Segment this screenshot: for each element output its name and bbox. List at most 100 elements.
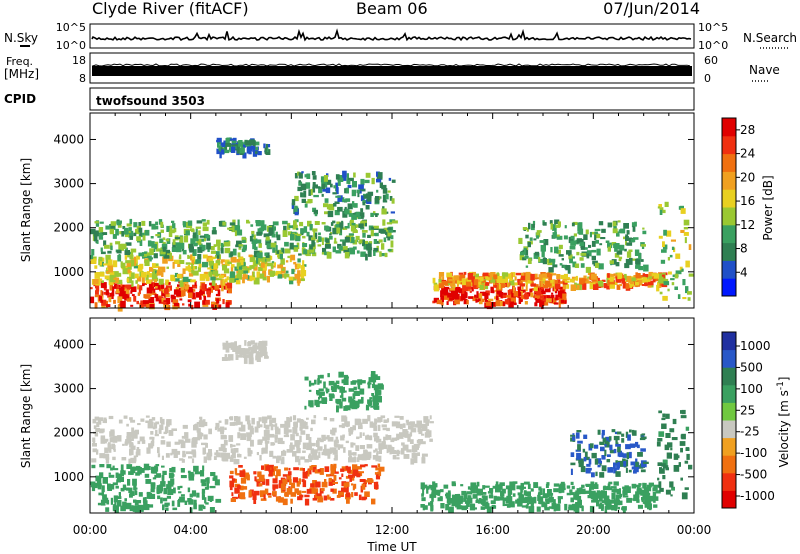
data-cell [373,372,376,375]
data-cell [485,282,490,286]
data-cell [154,434,159,437]
data-cell [365,243,372,249]
data-cell [595,234,601,239]
data-cell [493,284,497,288]
x-tick-label: 16:00 [475,523,510,537]
data-cell [220,452,227,458]
data-cell [176,244,181,250]
data-cell [609,260,614,264]
data-cell [137,292,140,296]
data-cell [468,277,472,284]
data-cell [482,501,486,506]
data-cell [360,380,366,384]
data-cell [191,304,194,310]
colorbar-tick-label: 16 [740,194,755,208]
data-cell [661,249,667,253]
data-cell [387,444,392,450]
data-cell [355,445,360,451]
colorbar-tick-label: 8 [740,242,748,256]
data-cell [141,271,147,278]
data-cell [470,489,476,494]
data-cell [559,485,565,493]
data-cell [659,467,662,474]
data-cell [193,499,197,505]
data-cell [289,280,294,285]
data-cell [607,487,613,491]
data-cell [273,466,278,469]
data-cell [108,472,111,475]
data-cell [117,224,122,228]
data-cell [524,278,527,282]
data-cell [499,482,505,486]
data-cell [298,458,301,466]
data-cell [151,288,156,295]
data-cell [258,417,262,422]
data-cell [545,295,551,298]
data-cell [93,235,98,242]
data-cell [116,279,123,285]
data-cell [229,145,232,153]
data-cell [176,247,182,253]
data-cell [328,203,335,211]
data-cell [138,287,141,295]
data-cell [530,503,534,509]
data-cell [536,230,542,233]
data-cell [399,423,403,430]
data-cell [231,492,234,497]
data-cell [100,247,103,252]
data-cell [572,503,578,510]
data-cell [220,247,224,254]
data-cell [192,232,197,239]
data-cell [576,452,582,460]
data-cell [306,173,311,179]
data-cell [109,228,114,235]
data-cell [120,505,126,512]
data-cell [229,276,235,283]
data-cell [153,253,158,259]
data-cell [573,493,580,500]
data-cell [584,456,590,461]
data-cell [155,221,158,226]
data-cell [572,436,576,441]
data-cell [185,262,191,265]
data-cell [353,456,356,463]
data-cell [221,221,226,226]
data-cell [172,507,178,511]
data-cell [542,493,548,499]
data-cell [593,284,599,290]
data-cell [664,444,670,451]
data-cell [413,458,418,464]
data-cell [116,221,122,226]
data-cell [197,266,201,272]
data-cell [347,466,351,473]
data-cell [276,270,282,276]
data-cell [282,248,285,254]
data-cell [583,275,587,279]
data-cell [252,271,255,277]
data-cell [96,449,99,455]
data-cell [314,221,320,225]
data-cell [529,237,533,241]
data-cell [515,499,518,504]
data-cell [621,433,625,437]
data-cell [373,384,379,391]
data-cell [297,171,300,176]
data-cell [657,438,663,442]
data-cell [213,277,219,281]
data-cell [659,273,662,281]
data-cell [611,259,617,265]
data-cell [250,340,255,345]
data-cell [124,498,127,502]
data-cell [142,282,145,287]
data-cell [270,442,275,446]
data-cell [338,371,344,378]
data-cell [579,242,584,247]
data-cell [360,227,365,230]
data-cell [344,188,347,194]
data-cell [304,494,310,498]
data-cell [168,472,174,479]
data-cell [224,419,229,425]
data-cell [314,469,321,474]
data-cell [422,506,425,511]
data-cell [522,497,528,504]
